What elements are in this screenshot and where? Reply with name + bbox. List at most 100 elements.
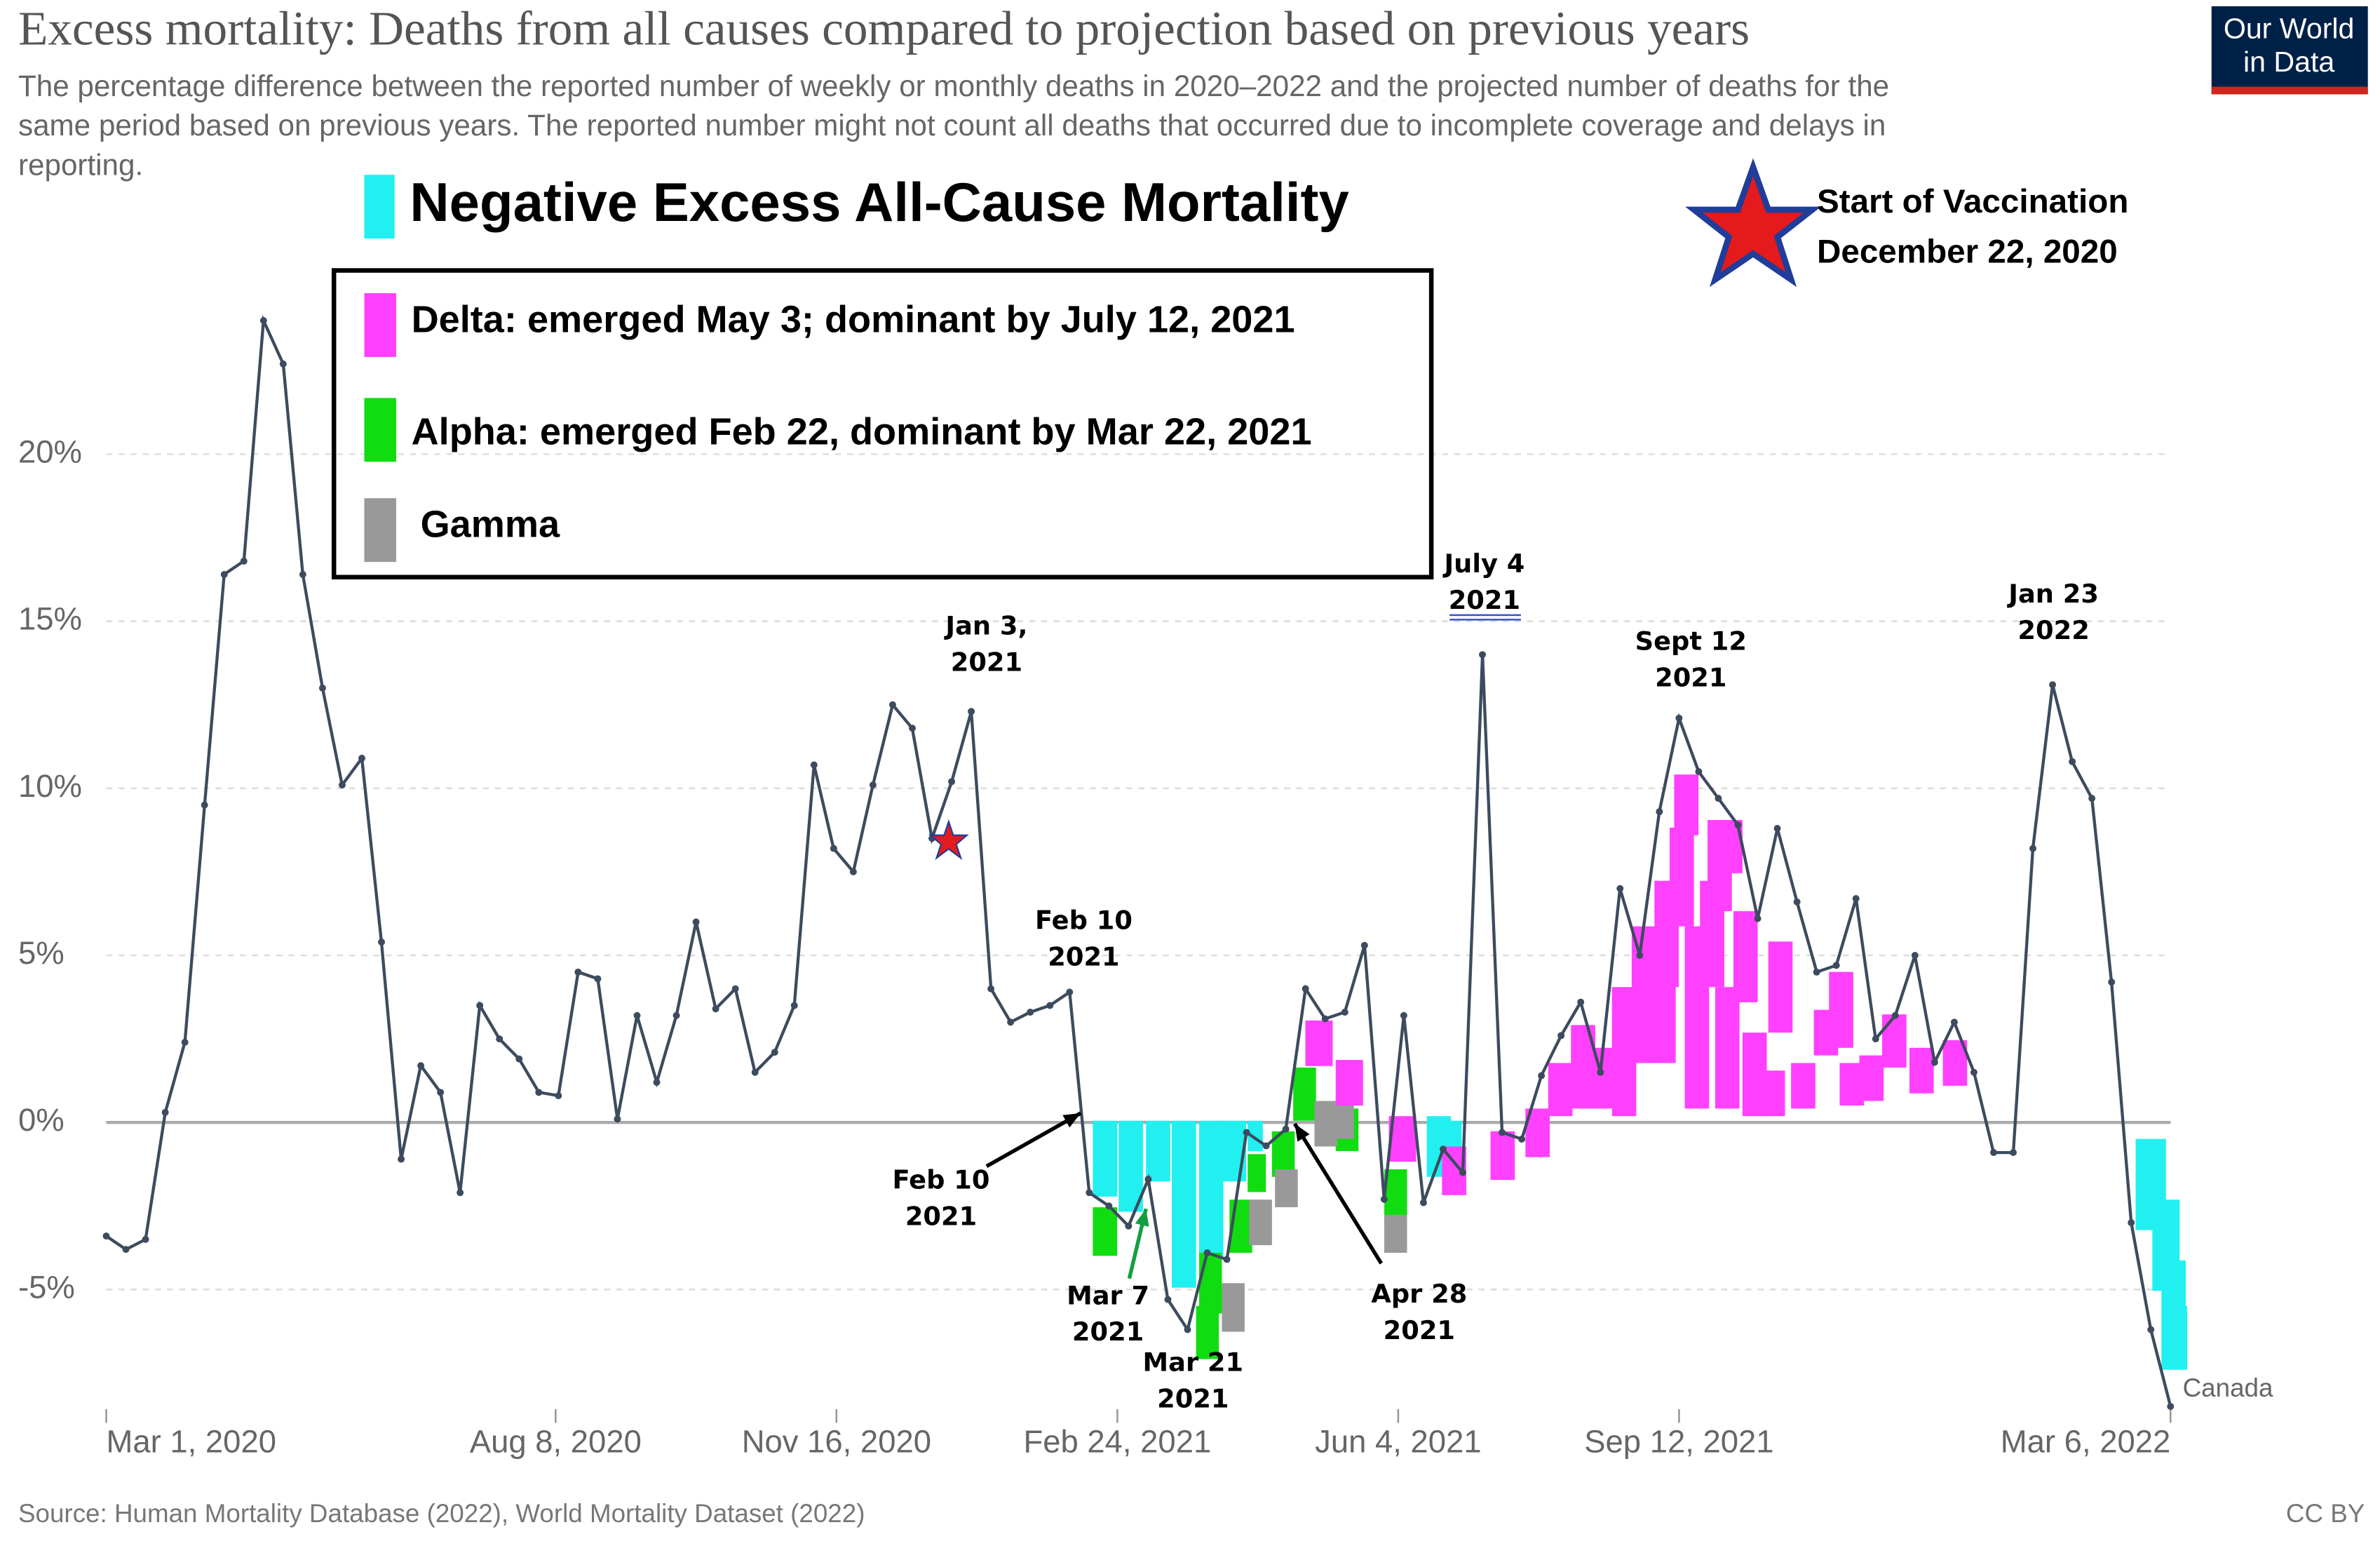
data-point — [731, 985, 739, 993]
data-point — [1321, 1015, 1329, 1023]
data-point — [161, 1108, 169, 1116]
data-point — [1027, 1008, 1034, 1016]
data-point — [672, 1011, 680, 1019]
data-point — [790, 1002, 798, 1009]
overlay-block — [1222, 1283, 1245, 1332]
data-point — [1891, 1011, 1899, 1019]
chart-title: Excess mortality: Deaths from all causes… — [18, 1, 1750, 55]
data-point — [299, 571, 306, 578]
overlay-block — [1384, 1214, 1407, 1253]
data-point — [378, 938, 385, 946]
overlay-block — [1172, 1120, 1196, 1288]
data-point — [417, 1062, 425, 1070]
data-point — [358, 754, 365, 762]
data-point — [1400, 1011, 1407, 1019]
y-tick-label: 10% — [18, 768, 82, 804]
data-point — [555, 1092, 562, 1100]
data-point — [614, 1115, 621, 1123]
data-point — [1499, 1129, 1506, 1136]
x-tick-label: Mar 1, 2020 — [107, 1424, 276, 1460]
overlay-block — [1335, 1060, 1363, 1106]
overlay-block — [1275, 1169, 1298, 1208]
data-point — [1852, 895, 1860, 903]
data-point — [810, 761, 818, 769]
data-point — [1931, 1058, 1938, 1066]
subtitle: The percentage difference between the re… — [18, 69, 1889, 102]
data-point — [201, 801, 208, 809]
overlay-block — [1791, 1063, 1816, 1109]
overlay-block — [1669, 827, 1694, 927]
logo-text: in Data — [2243, 46, 2334, 78]
logo-text: Our World — [2224, 12, 2355, 44]
legend-swatch — [364, 293, 396, 357]
data-point — [1675, 714, 1683, 722]
data-point — [909, 725, 916, 732]
data-point — [1695, 768, 1703, 775]
data-point — [457, 1189, 464, 1197]
data-point — [437, 1089, 445, 1096]
data-point — [318, 684, 326, 692]
vaccination-label: Start of Vaccination — [1817, 183, 2128, 220]
source: Source: Human Mortality Database (2022),… — [18, 1499, 865, 1528]
data-point — [2029, 845, 2037, 852]
overlay-block — [1490, 1131, 1515, 1181]
y-tick-label: 0% — [18, 1102, 65, 1138]
data-point — [2049, 681, 2057, 689]
data-point — [259, 316, 267, 324]
data-point — [476, 1002, 484, 1009]
data-point — [830, 845, 837, 852]
overlay-block — [1248, 1154, 1266, 1192]
legend-swatch — [364, 498, 396, 563]
overlay-block — [1249, 1199, 1272, 1246]
data-point — [1754, 915, 1762, 922]
overlay-block — [1674, 774, 1699, 835]
arrow — [985, 1111, 1082, 1168]
data-point — [2069, 758, 2076, 765]
data-point — [633, 1011, 641, 1019]
annotation: 2021 — [1449, 585, 1520, 615]
data-point — [574, 968, 582, 976]
data-point — [1360, 941, 1368, 949]
annotation: 2021 — [905, 1202, 977, 1232]
annotation: 2021 — [1384, 1315, 1455, 1345]
data-point — [1066, 988, 1074, 996]
data-point — [1164, 1296, 1172, 1303]
overlay-block — [1829, 972, 1853, 1048]
y-tick-label: 5% — [18, 935, 65, 971]
x-tick-label: Nov 16, 2020 — [742, 1424, 931, 1460]
arrow-head — [1062, 1113, 1081, 1128]
x-tick-label: Feb 24, 2021 — [1023, 1424, 1211, 1460]
annotation: Mar 21 — [1143, 1347, 1244, 1378]
overlay-block — [1760, 1070, 1785, 1117]
data-point — [181, 1038, 189, 1046]
data-point — [2088, 795, 2096, 802]
data-point — [1911, 952, 1919, 959]
data-point — [1656, 808, 1663, 816]
data-point — [1793, 898, 1801, 906]
data-point — [1715, 795, 1722, 802]
data-point — [869, 781, 877, 789]
x-tick-label: Sep 12, 2021 — [1584, 1424, 1773, 1460]
data-point — [1223, 1256, 1231, 1263]
data-point — [712, 1005, 719, 1013]
data-point — [1086, 1189, 1093, 1197]
data-point — [2167, 1403, 2175, 1411]
data-point — [1243, 1129, 1250, 1136]
data-point — [1479, 651, 1487, 659]
data-point — [1125, 1222, 1132, 1230]
data-point — [751, 1068, 759, 1076]
data-point — [142, 1235, 149, 1243]
overlay-title: Negative Excess All-Cause Mortality — [410, 171, 1348, 233]
overlay-block — [1196, 1305, 1219, 1359]
data-point — [102, 1232, 110, 1240]
overlay-block — [1733, 910, 1758, 1002]
data-point — [398, 1155, 405, 1163]
overlay-block — [1293, 1067, 1316, 1121]
subtitle: same period based on previous years. The… — [18, 109, 1886, 142]
legend-label: Alpha: emerged Feb 22, dominant by Mar 2… — [412, 411, 1312, 453]
y-tick-label: 15% — [18, 601, 82, 637]
data-point — [771, 1049, 778, 1056]
data-point — [2128, 1219, 2135, 1227]
data-point — [1970, 1068, 1977, 1076]
